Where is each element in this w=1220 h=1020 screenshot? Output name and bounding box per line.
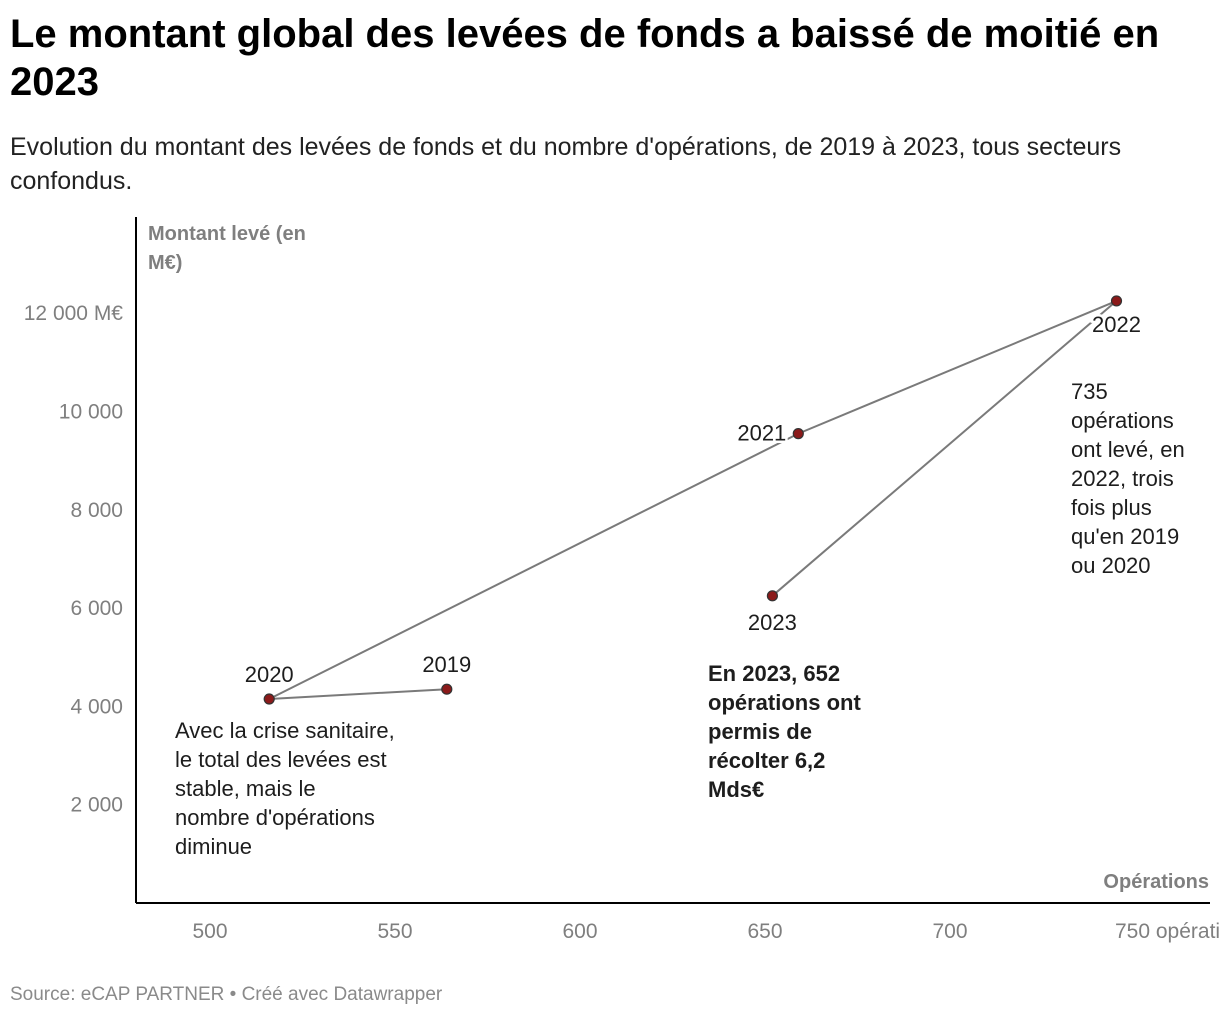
point-label: 2023 (748, 610, 797, 635)
x-axis-title: Opérations (1103, 871, 1209, 893)
annotation-line: ou 2020 (1071, 553, 1151, 578)
y-axis-title: Montant levé (en (148, 223, 306, 245)
annotation-line: En 2023, 652 (708, 661, 840, 686)
y-tick-label: 4 000 (70, 695, 123, 718)
annotation-line: fois plus (1071, 495, 1152, 520)
x-tick-label: 500 (192, 920, 227, 943)
x-tick-label: 700 (932, 920, 967, 943)
point-label: 2020 (245, 662, 294, 687)
source-note: Source: eCAP PARTNER • Créé avec Datawra… (10, 984, 443, 1005)
data-point (1110, 295, 1123, 307)
annotation-line: stable, mais le (175, 776, 316, 801)
y-axis-title: M€) (148, 252, 182, 274)
annotation-line: opérations (1071, 408, 1174, 433)
annotation-line: permis de (708, 719, 812, 744)
data-point (263, 693, 275, 705)
data-point (792, 428, 804, 440)
x-tick-label: 750 opérations (1115, 920, 1220, 943)
annotation-line: le total des levées est (175, 747, 387, 772)
chart-title: Le montant global des levées de fonds a … (10, 12, 1160, 104)
y-tick-label: 8 000 (70, 499, 123, 522)
point-label: 2021 (737, 421, 786, 446)
annotation-line: 2022, trois (1071, 466, 1174, 491)
data-point (766, 590, 779, 602)
annotation-line: Mds€ (708, 777, 764, 802)
annotation-line: diminue (175, 834, 252, 859)
annotation-line: opérations ont (708, 690, 861, 715)
y-tick-label: 12 000 M€ (24, 302, 124, 325)
chart-subtitle: Evolution du montant des levées de fonds… (10, 133, 1122, 195)
annotation-line: ont levé, en (1071, 437, 1185, 462)
y-tick-label: 10 000 (59, 401, 123, 424)
x-tick-label: 650 (747, 920, 782, 943)
x-tick-label: 600 (562, 920, 597, 943)
annotation-line: Avec la crise sanitaire, (175, 718, 395, 743)
data-point (441, 683, 453, 695)
y-tick-label: 6 000 (70, 597, 123, 620)
point-label: 2022 (1092, 312, 1141, 337)
series-connecting-line (268, 299, 1118, 701)
point-label: 2019 (422, 652, 471, 677)
y-tick-label: 2 000 (70, 794, 123, 817)
annotation-line: qu'en 2019 (1071, 524, 1179, 549)
annotation-line: récolter 6,2 (708, 748, 825, 773)
annotation-line: 735 (1071, 379, 1108, 404)
x-tick-label: 550 (377, 920, 412, 943)
annotation-line: nombre d'opérations (175, 805, 375, 830)
